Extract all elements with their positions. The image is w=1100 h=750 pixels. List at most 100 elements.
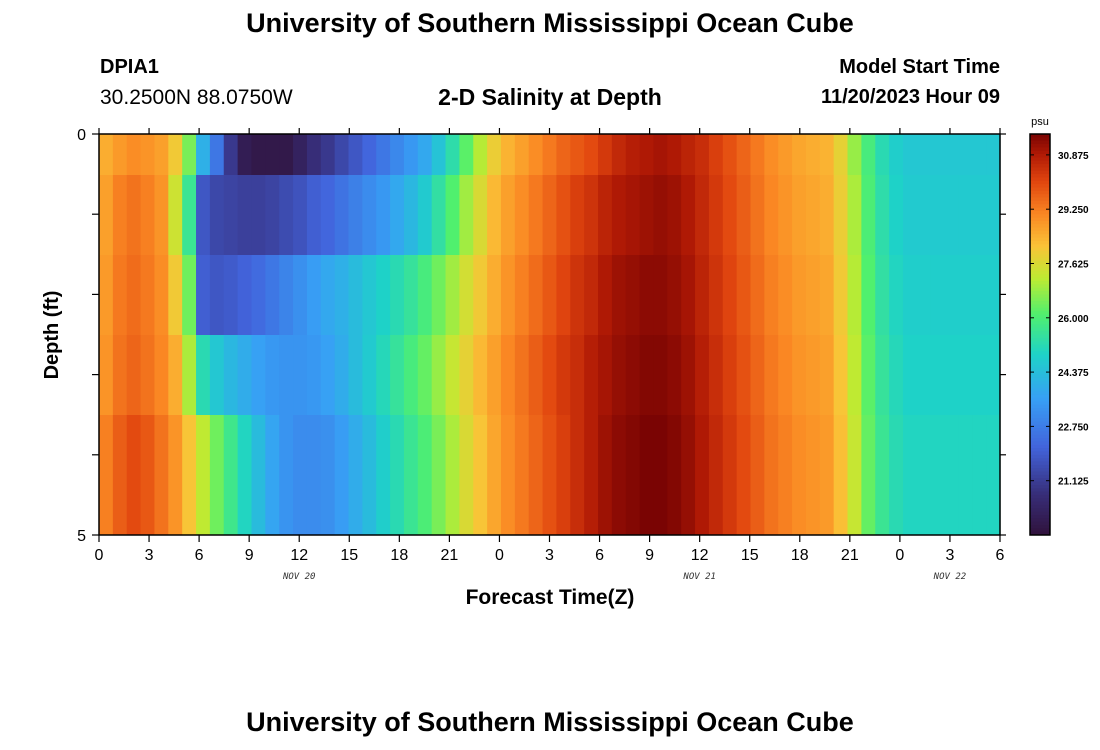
station-coordinates: 30.2500N 88.0750W: [100, 86, 293, 109]
colorbar-segment: [1030, 321, 1050, 325]
heatmap-cell: [126, 335, 142, 415]
heatmap-cell: [237, 335, 253, 415]
colorbar-segment: [1030, 197, 1050, 202]
heatmap-cell: [861, 415, 876, 535]
x-tick-label: 18: [791, 547, 809, 564]
colorbar-segment: [1030, 277, 1050, 282]
heatmap-cell: [514, 134, 530, 175]
heatmap-cell: [833, 335, 849, 415]
heatmap-cell: [112, 415, 128, 535]
heatmap-cell: [473, 134, 488, 175]
colorbar-segment: [1030, 214, 1050, 219]
heatmap-cell: [182, 415, 197, 535]
colorbar-segment: [1030, 461, 1050, 466]
heatmap-cell: [334, 335, 350, 415]
colorbar-segment: [1030, 227, 1050, 232]
heatmap-cell: [792, 134, 807, 175]
heatmap-cell: [722, 134, 738, 175]
heatmap-cell: [625, 415, 641, 535]
heatmap-cell: [792, 415, 807, 535]
heatmap-cell: [764, 415, 779, 535]
heatmap-cell: [847, 255, 862, 335]
heatmap-cell: [598, 255, 613, 335]
heatmap-cell: [459, 134, 474, 175]
colorbar-segment: [1030, 471, 1050, 476]
colorbar-segment: [1030, 284, 1050, 289]
colorbar-segment: [1030, 174, 1050, 178]
x-tick-label: 21: [841, 547, 859, 564]
colorbar-segment: [1030, 391, 1050, 396]
heatmap-cell: [431, 335, 447, 415]
colorbar-segment: [1030, 421, 1050, 426]
heatmap-cell: [792, 255, 807, 335]
heatmap-cell: [237, 175, 253, 255]
heatmap-cell: [750, 255, 765, 335]
date-label: NOV 20: [282, 572, 316, 582]
x-tick-label: 21: [440, 547, 458, 564]
heatmap-cell: [889, 134, 904, 175]
heatmap-cell: [930, 175, 946, 255]
heatmap-cell: [916, 255, 932, 335]
heatmap-cell: [847, 415, 862, 535]
heatmap-cell: [182, 134, 197, 175]
heatmap-cell: [667, 415, 682, 535]
colorbar-segment: [1030, 217, 1050, 222]
heatmap-cell: [251, 335, 266, 415]
heatmap-cell: [99, 415, 114, 535]
heatmap-cell: [196, 335, 211, 415]
heatmap-cell: [154, 175, 169, 255]
colorbar-segment: [1030, 458, 1050, 462]
heatmap-cell: [99, 134, 114, 175]
heatmap-cell: [736, 134, 752, 175]
heatmap-cell: [500, 175, 516, 255]
heatmap-cell: [473, 175, 488, 255]
x-tick-label: 6: [996, 547, 1005, 564]
heatmap-cell: [112, 134, 128, 175]
heatmap-cell: [944, 255, 960, 335]
colorbar-segment: [1030, 234, 1050, 239]
colorbar-tick-label: 21.125: [1058, 477, 1089, 488]
heatmap-cells: [99, 134, 1001, 535]
heatmap-cell: [417, 335, 433, 415]
heatmap-cell: [570, 335, 585, 415]
colorbar-segment: [1030, 464, 1050, 469]
heatmap-cell: [736, 335, 752, 415]
heatmap-cell: [223, 255, 239, 335]
colorbar-segment: [1030, 367, 1050, 372]
colorbar-segment: [1030, 204, 1050, 209]
colorbar-segment: [1030, 327, 1050, 332]
heatmap-cell: [168, 175, 183, 255]
heatmap-cell: [736, 415, 752, 535]
heatmap-cell: [182, 335, 197, 415]
colorbar-segment: [1030, 528, 1050, 533]
heatmap-cell: [695, 335, 710, 415]
heatmap-cell: [722, 175, 738, 255]
heatmap-cell: [556, 255, 571, 335]
heatmap-cell: [168, 134, 183, 175]
colorbar-frame: [1029, 133, 1051, 536]
heatmap-cell: [750, 134, 765, 175]
colorbar-segment: [1030, 177, 1050, 182]
colorbar-segment: [1030, 428, 1050, 432]
heatmap-cell: [875, 415, 890, 535]
heatmap-cell: [902, 175, 918, 255]
heatmap-cell: [708, 134, 724, 175]
heatmap-cell: [362, 255, 377, 335]
heatmap-cell: [196, 134, 211, 175]
heatmap-cell: [306, 335, 322, 415]
heatmap-cell: [251, 134, 266, 175]
heatmap-cell: [154, 255, 169, 335]
colorbar-segment: [1030, 224, 1050, 229]
heatmap-cell: [722, 415, 738, 535]
colorbar-segment: [1030, 150, 1050, 155]
heatmap-cell: [639, 134, 655, 175]
colorbar-segment: [1030, 404, 1050, 409]
colorbar-segment: [1030, 257, 1050, 262]
x-tick-label: 15: [340, 547, 358, 564]
heatmap-cell: [431, 175, 447, 255]
heatmap-cell: [708, 255, 724, 335]
heatmap-cell: [376, 255, 391, 335]
heatmap-cell: [126, 134, 142, 175]
heatmap-cell: [805, 255, 821, 335]
heatmap-cell: [570, 134, 585, 175]
